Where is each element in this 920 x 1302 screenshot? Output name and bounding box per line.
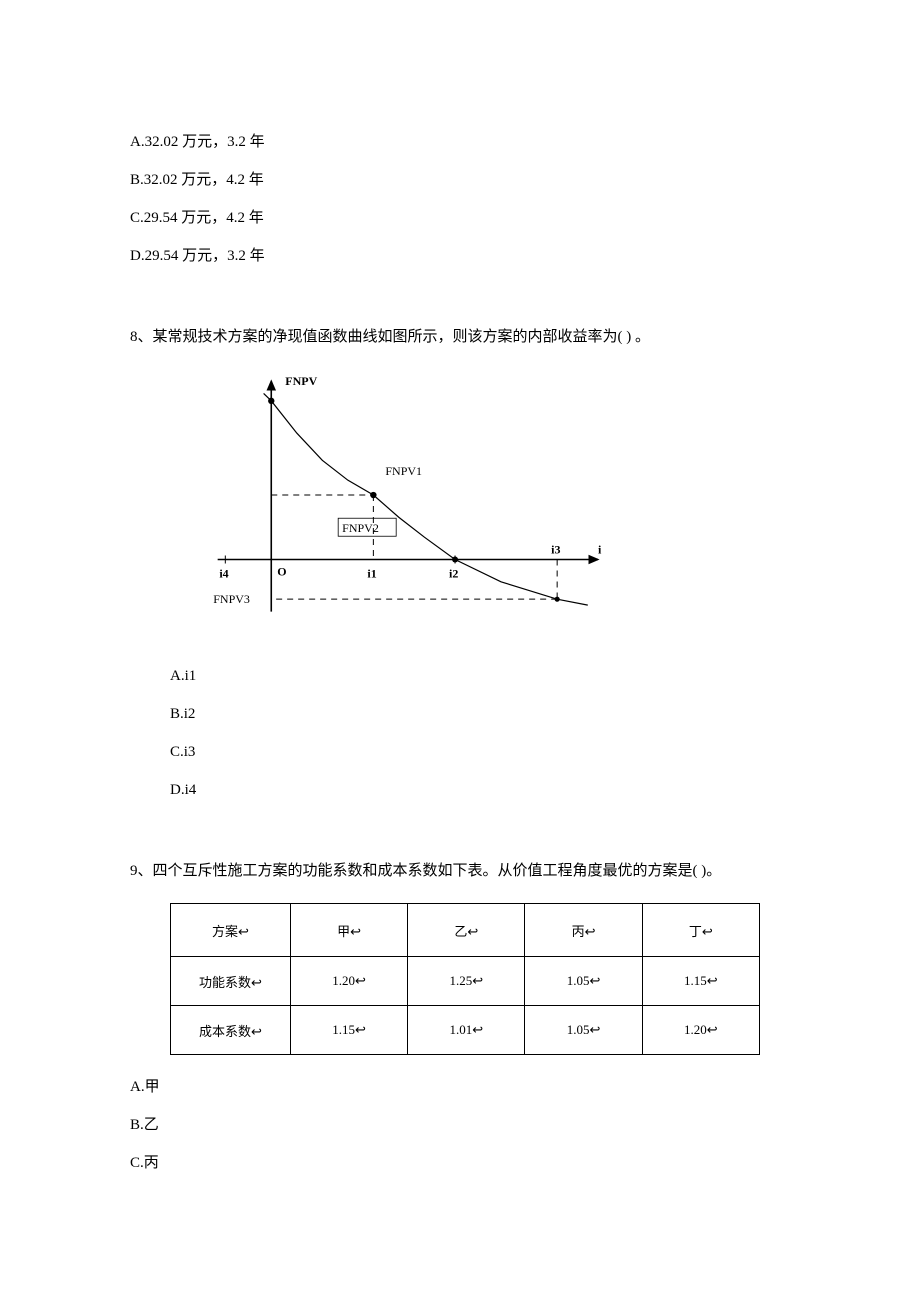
q8-option-a: A.i1 (170, 664, 790, 688)
svg-text:i: i (598, 543, 602, 557)
q9-cell-1-2: 1.01↩ (408, 1006, 525, 1055)
q9-colhdr-2: 乙↩ (408, 904, 525, 957)
svg-text:i3: i3 (551, 543, 560, 557)
svg-text:i4: i4 (219, 567, 228, 581)
q9-cell-0-0: 功能系数↩ (171, 957, 291, 1006)
q9-cell-1-3: 1.05↩ (525, 1006, 642, 1055)
q8-chart: FNPV1 FNPV2 FNPV Oi i4 i1 i2 i3 FNPV3 (170, 369, 790, 654)
q9-colhdr-0: 方案↩ (171, 904, 291, 957)
q9-cell-0-4: 1.15↩ (642, 957, 759, 1006)
q8-option-b: B.i2 (170, 702, 790, 726)
svg-text:i2: i2 (449, 567, 458, 581)
fnpv-curve-chart: FNPV1 FNPV2 FNPV Oi i4 i1 i2 i3 FNPV3 (170, 369, 610, 649)
q7-option-a: A.32.02 万元，3.2 年 (130, 130, 790, 154)
q7-option-d: D.29.54 万元，3.2 年 (130, 244, 790, 268)
q8-stem: 8、某常规技术方案的净现值函数曲线如图所示，则该方案的内部收益率为( ) 。 (130, 324, 790, 351)
q9-option-c: C.丙 (130, 1151, 790, 1175)
q8-option-c: C.i3 (170, 740, 790, 764)
svg-text:i1: i1 (367, 567, 376, 581)
q9-colhdr-3: 丙↩ (525, 904, 642, 957)
q9-cell-0-1: 1.20↩ (291, 957, 408, 1006)
q9-cell-1-4: 1.20↩ (642, 1006, 759, 1055)
q9-table-wrap: 方案↩甲↩乙↩丙↩丁↩功能系数↩1.20↩1.25↩1.05↩1.15↩成本系数… (170, 903, 790, 1055)
svg-text:FNPV3: FNPV3 (213, 592, 250, 606)
q8-option-d: D.i4 (170, 778, 790, 802)
q9-cell-0-3: 1.05↩ (525, 957, 642, 1006)
svg-text:FNPV2: FNPV2 (342, 521, 379, 535)
q9-cell-0-2: 1.25↩ (408, 957, 525, 1006)
svg-text:FNPV: FNPV (285, 374, 317, 388)
q9-option-a: A.甲 (130, 1075, 790, 1099)
q9-colhdr-1: 甲↩ (291, 904, 408, 957)
q9-stem: 9、四个互斥性施工方案的功能系数和成本系数如下表。从价值工程角度最优的方案是( … (130, 858, 790, 885)
page: A.32.02 万元，3.2 年 B.32.02 万元，4.2 年 C.29.5… (0, 0, 920, 1302)
q9-option-b: B.乙 (130, 1113, 790, 1137)
q9-table: 方案↩甲↩乙↩丙↩丁↩功能系数↩1.20↩1.25↩1.05↩1.15↩成本系数… (170, 903, 760, 1055)
q7-option-c: C.29.54 万元，4.2 年 (130, 206, 790, 230)
q9-colhdr-4: 丁↩ (642, 904, 759, 957)
q9-cell-1-0: 成本系数↩ (171, 1006, 291, 1055)
q9-cell-1-1: 1.15↩ (291, 1006, 408, 1055)
svg-text:O: O (277, 565, 286, 579)
svg-text:FNPV1: FNPV1 (385, 464, 422, 478)
q7-option-b: B.32.02 万元，4.2 年 (130, 168, 790, 192)
